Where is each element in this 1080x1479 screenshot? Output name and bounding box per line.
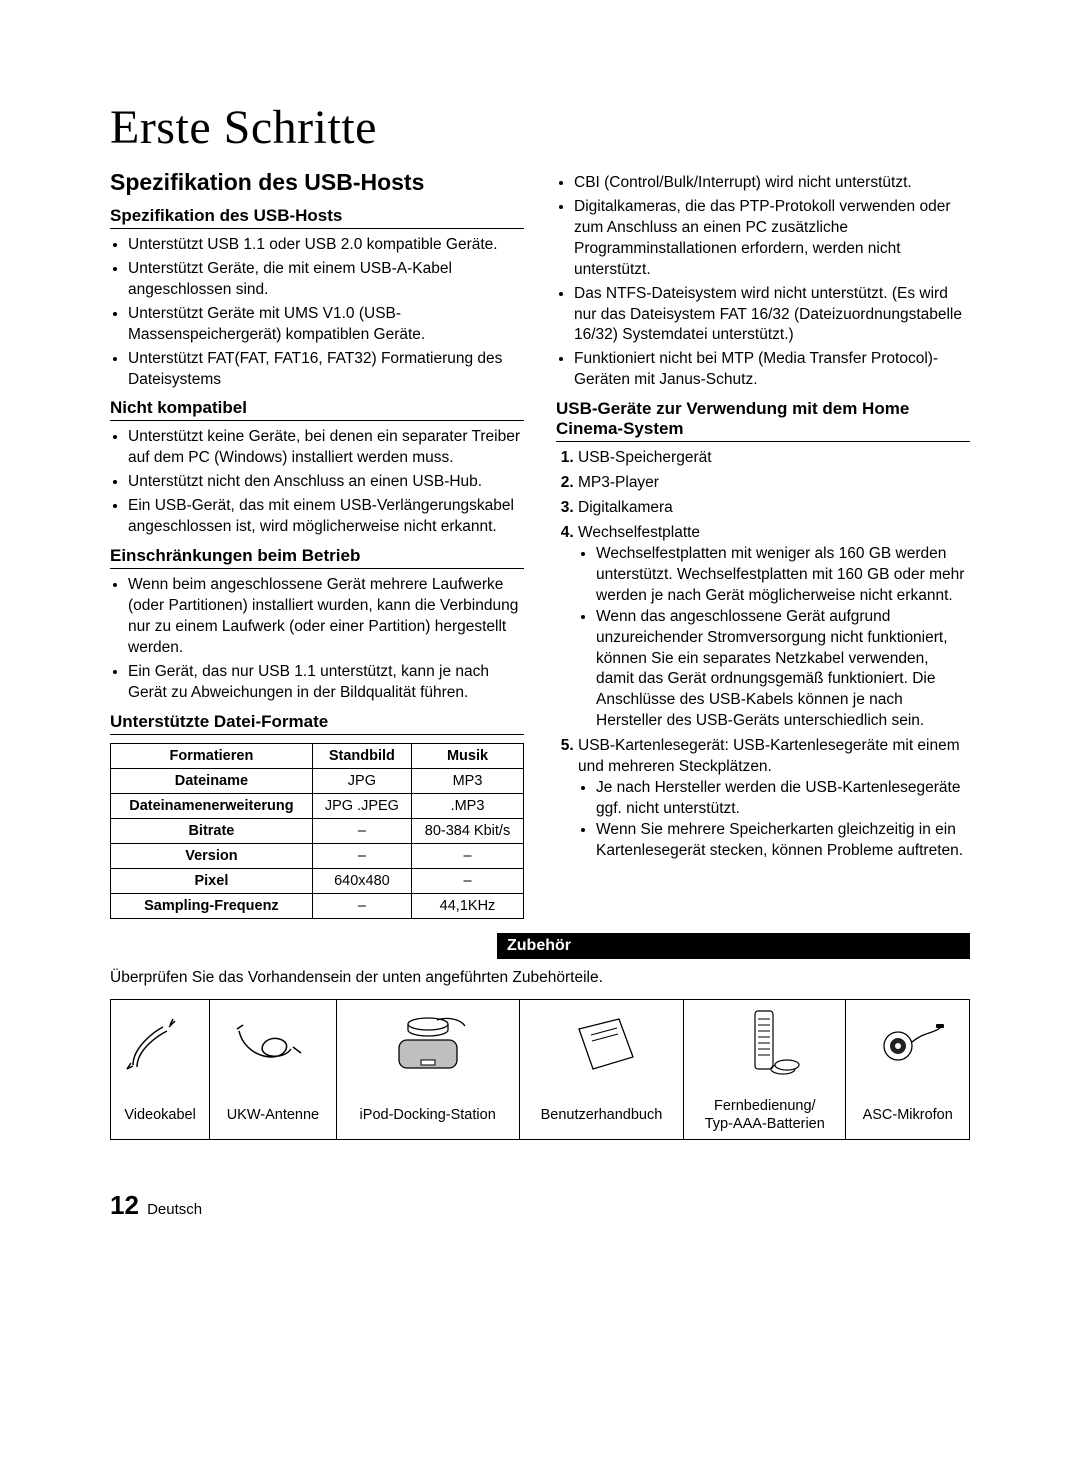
table-cell: Pixel (111, 868, 313, 893)
list-item: MP3-Player (578, 473, 970, 494)
table-row: DateinameJPGMP3 (111, 768, 524, 793)
accessory-icons-row (111, 999, 970, 1091)
list-item: USB-Speichergerät (578, 448, 970, 469)
table-cell: Dateinamenerweiterung (111, 793, 313, 818)
accessory-icon-cell (336, 999, 519, 1091)
antenna-icon (210, 1021, 335, 1069)
list-item: Unterstützt USB 1.1 oder USB 2.0 kompati… (128, 235, 524, 256)
table-cell: MP3 (411, 768, 523, 793)
video-cable-icon (111, 1017, 209, 1073)
list-item: Digitalkameras, die das PTP-Protokoll ve… (574, 197, 970, 281)
microphone-icon (846, 1018, 969, 1072)
device-5-label: USB-Kartenlesegerät: USB-Kartenlesegerät… (578, 737, 960, 775)
table-row: Pixel640x480– (111, 868, 524, 893)
list-item: Unterstützt FAT(FAT, FAT16, FAT32) Forma… (128, 349, 524, 391)
table-row: Version–– (111, 843, 524, 868)
device-list: USB-Speichergerät MP3-Player Digitalkame… (556, 448, 970, 862)
zubehoer-bar: Zubehör (497, 933, 970, 959)
left-column: Spezifikation des USB-Hosts Spezifikatio… (110, 169, 524, 919)
page-number: 12 (110, 1190, 139, 1220)
list-item: Wenn das angeschlossene Gerät aufgrund u… (596, 607, 970, 733)
list-item: Ein Gerät, das nur USB 1.1 unterstützt, … (128, 662, 524, 704)
list-item: Je nach Hersteller werden die USB-Karten… (596, 778, 970, 820)
accessory-icon-cell (111, 999, 210, 1091)
table-row: DateinamenerweiterungJPG .JPEG.MP3 (111, 793, 524, 818)
list-item: Ein USB-Gerät, das mit einem USB-Verläng… (128, 496, 524, 538)
manual-icon (520, 1015, 683, 1075)
table-cell: 44,1KHz (411, 893, 523, 918)
table-cell: Dateiname (111, 768, 313, 793)
list-item: Unterstützt nicht den Anschluss an einen… (128, 472, 524, 493)
table-cell: – (312, 843, 411, 868)
list-item: CBI (Control/Bulk/Interrupt) wird nicht … (574, 173, 970, 194)
table-cell: 80-384 Kbit/s (411, 818, 523, 843)
right-column: CBI (Control/Bulk/Interrupt) wird nicht … (556, 169, 970, 919)
list-item: Unterstützt Geräte, die mit einem USB-A-… (128, 259, 524, 301)
list-item: Wechselfestplatten mit weniger als 160 G… (596, 544, 970, 607)
table-row: Bitrate–80-384 Kbit/s (111, 818, 524, 843)
table-cell: – (312, 818, 411, 843)
formats-subheading: Unterstützte Datei-Formate (110, 712, 524, 735)
table-cell: Sampling-Frequenz (111, 893, 313, 918)
zubehoer-caption: Überprüfen Sie das Vorhandensein der unt… (110, 969, 970, 987)
table-header: Musik (411, 743, 523, 768)
section-heading: Spezifikation des USB-Hosts (110, 169, 524, 196)
accessory-table: Videokabel UKW-Antenne iPod-Docking-Stat… (110, 999, 970, 1141)
accessory-label: Fernbedienung/Typ-AAA-Batterien (684, 1091, 846, 1140)
table-cell: – (312, 893, 411, 918)
list-item: Das NTFS-Dateisystem wird nicht unterstü… (574, 284, 970, 347)
accessory-icon-cell (684, 999, 846, 1091)
table-cell: .MP3 (411, 793, 523, 818)
spec-list: Unterstützt USB 1.1 oder USB 2.0 kompati… (110, 235, 524, 390)
usb-devices-subheading: USB-Geräte zur Verwendung mit dem Home C… (556, 399, 970, 442)
accessory-label: ASC-Mikrofon (846, 1091, 970, 1140)
table-cell: Bitrate (111, 818, 313, 843)
spec-subheading: Spezifikation des USB-Hosts (110, 206, 524, 229)
table-row: Formatieren Standbild Musik (111, 743, 524, 768)
table-cell: JPG (312, 768, 411, 793)
accessory-label: Benutzerhandbuch (519, 1091, 683, 1140)
table-header: Formatieren (111, 743, 313, 768)
incompat-list: Unterstützt keine Geräte, bei denen ein … (110, 427, 524, 538)
limit-subheading: Einschränkungen beim Betrieb (110, 546, 524, 569)
page-language: Deutsch (147, 1201, 202, 1218)
list-item: Unterstützt keine Geräte, bei denen ein … (128, 427, 524, 469)
device-4-label: Wechselfestplatte (578, 524, 700, 541)
table-cell: JPG .JPEG (312, 793, 411, 818)
table-cell: 640x480 (312, 868, 411, 893)
table-cell: – (411, 843, 523, 868)
incompat-subheading: Nicht kompatibel (110, 398, 524, 421)
list-item: Wenn beim angeschlossene Gerät mehrere L… (128, 575, 524, 659)
page-footer: 12 Deutsch (110, 1190, 970, 1221)
accessory-icon-cell (846, 999, 970, 1091)
device-4-sublist: Wechselfestplatten mit weniger als 160 G… (578, 544, 970, 732)
table-cell: – (411, 868, 523, 893)
list-item: Wenn Sie mehrere Speicherkarten gleichze… (596, 820, 970, 862)
device-5-sublist: Je nach Hersteller werden die USB-Karten… (578, 778, 970, 862)
remote-batteries-icon (684, 1009, 845, 1081)
accessory-labels-row: Videokabel UKW-Antenne iPod-Docking-Stat… (111, 1091, 970, 1140)
list-item: Digitalkamera (578, 498, 970, 519)
accessory-label: UKW-Antenne (210, 1091, 336, 1140)
accessory-icon-cell (519, 999, 683, 1091)
list-item: Unterstützt Geräte mit UMS V1.0 (USB-Mas… (128, 304, 524, 346)
accessory-label: iPod-Docking-Station (336, 1091, 519, 1140)
table-header: Standbild (312, 743, 411, 768)
accessory-icon-cell (210, 999, 336, 1091)
limit-list: Wenn beim angeschlossene Gerät mehrere L… (110, 575, 524, 704)
list-item: USB-Kartenlesegerät: USB-Kartenlesegerät… (578, 736, 970, 862)
table-cell: Version (111, 843, 313, 868)
list-item: Funktioniert nicht bei MTP (Media Transf… (574, 349, 970, 391)
list-item: Wechselfestplatte Wechselfestplatten mit… (578, 523, 970, 732)
table-row: Sampling-Frequenz–44,1KHz (111, 893, 524, 918)
format-table: Formatieren Standbild Musik DateinameJPG… (110, 743, 524, 919)
right-top-list: CBI (Control/Bulk/Interrupt) wird nicht … (556, 173, 970, 391)
page-title: Erste Schritte (110, 100, 970, 155)
dock-icon (337, 1014, 519, 1076)
accessory-label: Videokabel (111, 1091, 210, 1140)
